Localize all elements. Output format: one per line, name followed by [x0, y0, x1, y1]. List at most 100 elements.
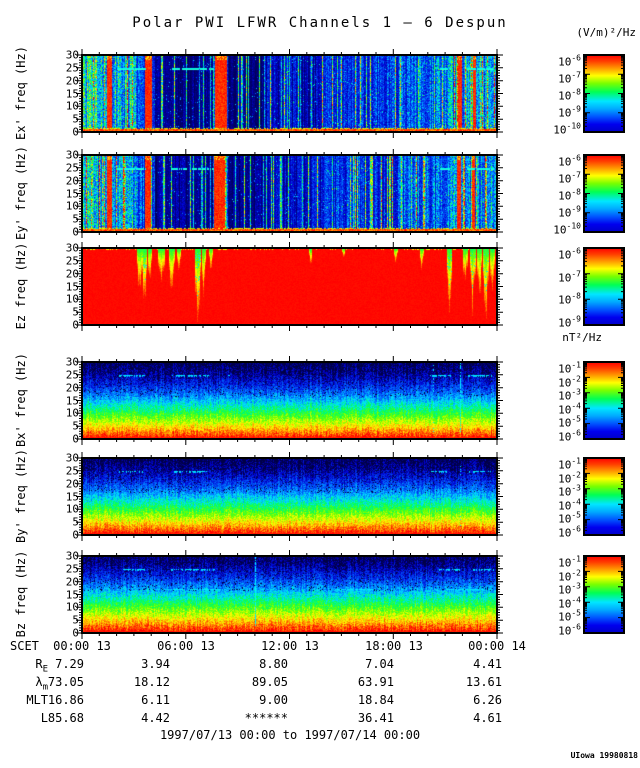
- lambda-m-value-1: 18.12: [133, 675, 170, 689]
- ey-ylabel: Ey' freq (Hz): [14, 146, 28, 240]
- by-ytick-5: 5: [72, 515, 79, 529]
- l-row-label: L: [40, 711, 48, 725]
- ez-ytick-5: 5: [72, 305, 79, 319]
- by-ytick-20: 20: [65, 477, 79, 491]
- ey-ytick-15: 15: [65, 187, 79, 200]
- lambda-m-value-3: 63.91: [357, 675, 394, 689]
- ey-colorbar: [584, 155, 624, 232]
- bx-spectrogram-canvas: [82, 362, 497, 439]
- ex-ytick-20: 20: [65, 74, 79, 88]
- ex-ytick-0: 0: [72, 125, 79, 139]
- ex-ytick-30: 30: [65, 48, 79, 62]
- by-colorbar-tick: 10-1: [558, 456, 581, 472]
- bz-ytick-0: 0: [72, 626, 79, 640]
- bx-ytick-5: 5: [72, 419, 79, 433]
- scet-axis-label: SCET: [10, 639, 39, 653]
- ey-colorbar-tick: 10-8: [558, 187, 581, 203]
- ey-colorbar-tick: 10-9: [558, 204, 581, 220]
- mlt-value-3: 18.84: [357, 693, 394, 707]
- ez-colorbar-tick: 10-8: [558, 291, 581, 307]
- by-ytick-25: 25: [65, 464, 79, 478]
- bz-ytick-10: 10: [65, 600, 79, 614]
- ex-ytick-10: 10: [65, 99, 79, 113]
- ex-ylabel: Ex' freq (Hz): [14, 46, 28, 140]
- bz-colorbar-tick: 10-6: [558, 622, 581, 638]
- by-ytick-30: 30: [65, 451, 79, 465]
- ey-ytick-10: 10: [65, 199, 79, 213]
- ez-colorbar-frame: [583, 247, 625, 326]
- ex-colorbar-frame: [583, 54, 625, 133]
- ex-colorbar-tick: 10-6: [558, 53, 581, 69]
- re-value-3: 7.04: [365, 657, 394, 671]
- bx-colorbar-tick: 10-2: [558, 374, 581, 389]
- bz-ytick-15: 15: [65, 588, 79, 601]
- bz-colorbar-tick: 10-2: [558, 568, 581, 583]
- ez-ytick-0: 0: [72, 318, 79, 332]
- ey-ytick-0: 0: [72, 225, 79, 239]
- bx-ytick-30: 30: [65, 355, 79, 369]
- ez-ytick-10: 10: [65, 292, 79, 306]
- page-title: Polar PWI LFWR Channels 1 — 6 Despun: [132, 15, 508, 31]
- x-axis-tick-label: 18:00 13: [365, 639, 423, 653]
- by-colorbar-tick: 10-4: [558, 497, 581, 513]
- lambda-m-value-0: 73.05: [47, 675, 84, 689]
- ez-colorbar: [584, 248, 624, 325]
- mlt-value-2: 9.00: [259, 693, 288, 707]
- bz-ytick-25: 25: [65, 562, 79, 576]
- lambda-m-value-2: 89.05: [251, 675, 288, 689]
- ex-colorbar-tick: 10-9: [558, 104, 581, 120]
- l-value-0: 85.68: [47, 711, 84, 725]
- by-colorbar-frame: [583, 457, 625, 536]
- lambda-m-row-label: λm: [35, 675, 48, 693]
- bz-ytick-30: 30: [65, 549, 79, 563]
- by-ytick-15: 15: [65, 490, 79, 503]
- ex-spectrogram-canvas: [82, 55, 497, 132]
- lambda-m-value-4: 13.61: [465, 675, 502, 689]
- mlt-value-0: 16.86: [47, 693, 84, 707]
- ez-spectrogram-canvas: [82, 248, 497, 325]
- ey-ytick-20: 20: [65, 174, 79, 188]
- bx-ylabel: Bx' freq (Hz): [14, 353, 28, 447]
- bz-colorbar: [584, 556, 624, 633]
- bz-colorbar-frame: [583, 555, 625, 634]
- mlt-value-4: 6.26: [473, 693, 502, 707]
- by-ytick-10: 10: [65, 502, 79, 516]
- x-axis-tick-label: 00:00 14: [468, 639, 526, 653]
- bx-ytick-25: 25: [65, 368, 79, 382]
- time-range-footer: 1997/07/13 00:00 to 1997/07/14 00:00: [159, 728, 421, 742]
- electric-unit-label: (V/m)²/Hz: [576, 26, 636, 39]
- bz-frame: [74, 548, 505, 641]
- ex-colorbar-tick: 10-8: [558, 87, 581, 103]
- bx-ytick-10: 10: [65, 406, 79, 420]
- ez-colorbar-tick: 10-7: [558, 269, 581, 285]
- credit-stamp: UIowa 19980818: [570, 751, 638, 760]
- ez-frame: [74, 240, 505, 333]
- by-colorbar-tick: 10-5: [558, 511, 581, 526]
- bz-colorbar-tick: 10-3: [558, 581, 581, 597]
- re-row-label: RE: [35, 657, 48, 675]
- bx-ytick-20: 20: [65, 381, 79, 395]
- bx-colorbar-tick: 10-5: [558, 415, 581, 430]
- ey-colorbar-frame: [583, 154, 625, 233]
- by-ylabel: By' freq (Hz): [14, 449, 28, 543]
- by-frame: [74, 450, 505, 543]
- re-value-1: 3.94: [141, 657, 170, 671]
- bx-ytick-15: 15: [65, 394, 79, 407]
- bx-colorbar-tick: 10-1: [558, 360, 581, 376]
- bz-spectrogram-canvas: [82, 556, 497, 633]
- bz-ylabel: Bz freq (Hz): [14, 550, 28, 638]
- by-colorbar-tick: 10-6: [558, 524, 581, 540]
- ey-colorbar-tick: 10-6: [558, 153, 581, 169]
- l-value-4: 4.61: [473, 711, 502, 725]
- bz-ytick-5: 5: [72, 613, 79, 627]
- mlt-row-label: MLT: [26, 693, 48, 707]
- bx-colorbar-tick: 10-6: [558, 428, 581, 444]
- by-ytick-0: 0: [72, 528, 79, 542]
- ey-colorbar-tick: 10-7: [558, 170, 581, 186]
- bx-colorbar-tick: 10-4: [558, 401, 581, 417]
- x-axis-tick-label: 00:00 13: [53, 639, 111, 653]
- by-spectrogram-canvas: [82, 458, 497, 535]
- x-axis-tick-label: 06:00 13: [157, 639, 215, 653]
- ez-colorbar-tick: 10-6: [558, 246, 581, 262]
